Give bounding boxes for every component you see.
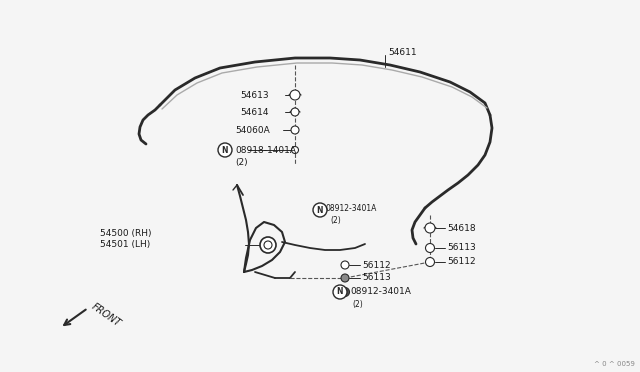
Text: (2): (2) <box>330 215 340 224</box>
Text: 54614: 54614 <box>240 108 269 116</box>
Circle shape <box>341 274 349 282</box>
Circle shape <box>333 285 347 299</box>
Text: 08912-3401A: 08912-3401A <box>326 203 378 212</box>
Text: 54618: 54618 <box>447 224 476 232</box>
Text: 56113: 56113 <box>362 273 391 282</box>
Text: 56113: 56113 <box>447 244 476 253</box>
Text: N: N <box>337 288 343 296</box>
Text: 54501 (LH): 54501 (LH) <box>100 241 150 250</box>
Text: 54611: 54611 <box>388 48 417 57</box>
Text: N: N <box>317 205 323 215</box>
Circle shape <box>290 90 300 100</box>
Circle shape <box>340 288 349 296</box>
Text: 54613: 54613 <box>240 90 269 99</box>
Text: FRONT: FRONT <box>90 301 123 328</box>
Text: (2): (2) <box>352 301 363 310</box>
Circle shape <box>264 241 272 249</box>
Text: (2): (2) <box>235 157 248 167</box>
Circle shape <box>341 261 349 269</box>
Circle shape <box>426 257 435 266</box>
Circle shape <box>291 126 299 134</box>
Text: N: N <box>221 145 228 154</box>
Text: 08918-1401A: 08918-1401A <box>235 145 296 154</box>
Text: 08912-3401A: 08912-3401A <box>350 288 411 296</box>
Circle shape <box>425 223 435 233</box>
Text: 54060A: 54060A <box>235 125 269 135</box>
Circle shape <box>260 237 276 253</box>
Circle shape <box>291 147 298 154</box>
Circle shape <box>291 108 299 116</box>
Text: 56112: 56112 <box>362 260 390 269</box>
Text: 54500 (RH): 54500 (RH) <box>100 228 152 237</box>
Circle shape <box>218 143 232 157</box>
Text: ^ 0 ^ 0059: ^ 0 ^ 0059 <box>594 361 635 367</box>
Text: 56112: 56112 <box>447 257 476 266</box>
Circle shape <box>426 244 435 253</box>
Circle shape <box>313 203 327 217</box>
